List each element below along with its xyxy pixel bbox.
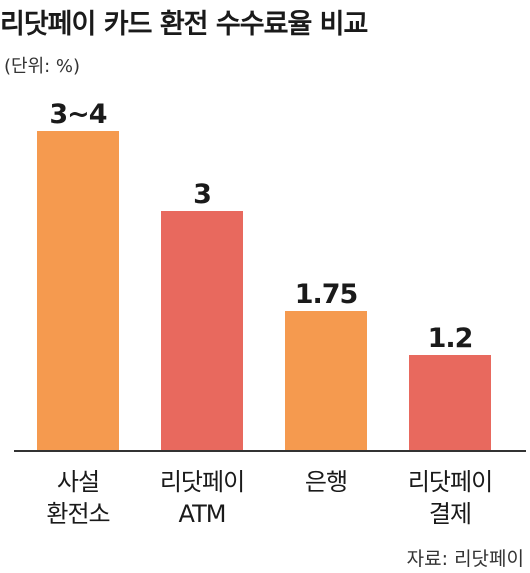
category-label-3-0: 리닷페이 (408, 468, 492, 496)
bar-1 (161, 211, 243, 451)
category-label-1-1: ATM (179, 500, 226, 528)
category-label-3-1: 결제 (429, 500, 471, 528)
value-label-1: 3 (193, 179, 211, 210)
source-note: 자료: 리닷페이 (406, 548, 524, 570)
category-label-0-0: 사설 (57, 468, 99, 496)
chart-title: 리닷페이 카드 환전 수수료율 비교 (0, 9, 368, 40)
category-label-2-0: 은행 (305, 468, 347, 496)
value-label-3: 1.2 (428, 323, 473, 354)
bar-2 (285, 311, 367, 451)
unit-label: (단위: %) (4, 56, 81, 77)
value-label-2: 1.75 (295, 279, 358, 310)
category-label-1-0: 리닷페이 (160, 468, 244, 496)
bar-3 (409, 355, 491, 451)
category-label-0-1: 환전소 (46, 500, 109, 528)
bar-0 (37, 131, 119, 451)
value-label-0: 3~4 (49, 99, 106, 130)
